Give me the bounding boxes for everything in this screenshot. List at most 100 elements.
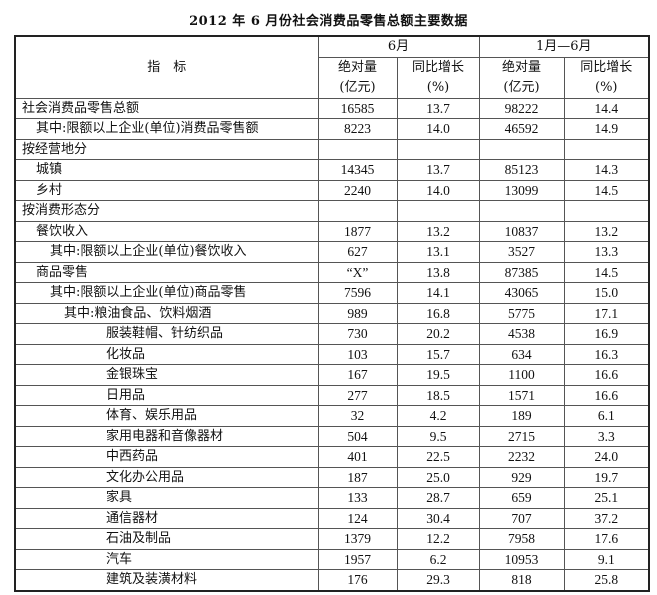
row-label: 按消费形态分 bbox=[14, 200, 319, 222]
ytd-growth: 16.6 bbox=[563, 384, 650, 406]
table-row: 体育、娱乐用品 32 4.2 189 6.1 bbox=[14, 405, 650, 427]
june-growth: 25.0 bbox=[396, 466, 480, 488]
ytd-growth: 17.1 bbox=[563, 302, 650, 324]
table-row: 乡村 2240 14.0 13099 14.5 bbox=[14, 179, 650, 201]
june-absolute: 7596 bbox=[317, 282, 398, 304]
june-absolute bbox=[317, 138, 398, 160]
june-absolute: 730 bbox=[317, 323, 398, 345]
ytd-growth: 14.4 bbox=[563, 97, 650, 119]
ytd-growth: 13.3 bbox=[563, 241, 650, 263]
ytd-absolute: 634 bbox=[478, 343, 565, 365]
june-growth: 28.7 bbox=[396, 487, 480, 509]
table-row: 金银珠宝 167 19.5 1100 16.6 bbox=[14, 364, 650, 386]
header-ytd-abs: 绝对量 (亿元) bbox=[478, 56, 565, 99]
june-growth bbox=[396, 200, 480, 222]
table-row: 石油及制品 1379 12.2 7958 17.6 bbox=[14, 528, 650, 550]
row-label: 商品零售 bbox=[14, 261, 319, 283]
ytd-absolute: 10837 bbox=[478, 220, 565, 242]
june-absolute: 627 bbox=[317, 241, 398, 263]
row-label: 餐饮收入 bbox=[14, 220, 319, 242]
june-absolute: 32 bbox=[317, 405, 398, 427]
table-row: 中西药品 401 22.5 2232 24.0 bbox=[14, 446, 650, 468]
june-absolute bbox=[317, 200, 398, 222]
ytd-absolute: 87385 bbox=[478, 261, 565, 283]
june-absolute: 167 bbox=[317, 364, 398, 386]
table-row: 城镇 14345 13.7 85123 14.3 bbox=[14, 159, 650, 181]
row-label: 其中:限额以上企业(单位)消费品零售额 bbox=[14, 118, 319, 140]
row-label: 日用品 bbox=[14, 384, 319, 406]
table-row: 服装鞋帽、针纺织品 730 20.2 4538 16.9 bbox=[14, 323, 650, 345]
ytd-growth: 3.3 bbox=[563, 425, 650, 447]
header-june-growth: 同比增长 (%) bbox=[396, 56, 480, 99]
june-absolute: 16585 bbox=[317, 97, 398, 119]
row-label: 体育、娱乐用品 bbox=[14, 405, 319, 427]
row-label: 建筑及装潢材料 bbox=[14, 569, 319, 591]
row-label: 金银珠宝 bbox=[14, 364, 319, 386]
table-row: 日用品 277 18.5 1571 16.6 bbox=[14, 384, 650, 406]
row-label: 汽车 bbox=[14, 548, 319, 570]
ytd-absolute: 5775 bbox=[478, 302, 565, 324]
ytd-growth: 14.3 bbox=[563, 159, 650, 181]
june-growth: 19.5 bbox=[396, 364, 480, 386]
growth-unit: (%) bbox=[595, 79, 618, 95]
table-row: 餐饮收入 1877 13.2 10837 13.2 bbox=[14, 220, 650, 242]
ytd-growth: 14.5 bbox=[563, 179, 650, 201]
june-absolute: 1379 bbox=[317, 528, 398, 550]
ytd-growth: 9.1 bbox=[563, 548, 650, 570]
abs-unit: (亿元) bbox=[503, 79, 540, 95]
ytd-growth: 14.9 bbox=[563, 118, 650, 140]
ytd-growth: 25.1 bbox=[563, 487, 650, 509]
row-label: 其中:限额以上企业(单位)商品零售 bbox=[14, 282, 319, 304]
header-june-abs: 绝对量 (亿元) bbox=[317, 56, 398, 99]
ytd-growth bbox=[563, 200, 650, 222]
ytd-absolute: 85123 bbox=[478, 159, 565, 181]
header-ytd-growth: 同比增长 (%) bbox=[563, 56, 650, 99]
june-absolute: 1877 bbox=[317, 220, 398, 242]
ytd-growth: 14.5 bbox=[563, 261, 650, 283]
june-growth: 29.3 bbox=[396, 569, 480, 591]
table-row: 其中:限额以上企业(单位)餐饮收入 627 13.1 3527 13.3 bbox=[14, 241, 650, 263]
ytd-growth: 6.1 bbox=[563, 405, 650, 427]
ytd-growth: 16.3 bbox=[563, 343, 650, 365]
ytd-absolute: 10953 bbox=[478, 548, 565, 570]
ytd-absolute: 1100 bbox=[478, 364, 565, 386]
june-growth: 16.8 bbox=[396, 302, 480, 324]
row-label: 化妆品 bbox=[14, 343, 319, 365]
ytd-absolute: 2715 bbox=[478, 425, 565, 447]
june-absolute: 989 bbox=[317, 302, 398, 324]
ytd-growth: 17.6 bbox=[563, 528, 650, 550]
table-row: 通信器材 124 30.4 707 37.2 bbox=[14, 507, 650, 529]
row-label: 石油及制品 bbox=[14, 528, 319, 550]
row-label: 服装鞋帽、针纺织品 bbox=[14, 323, 319, 345]
retail-sales-table: 指 标 6月 1月—6月 绝对量 (亿元) 同比增长 (%) 绝对量 (亿元) 同比增… bbox=[14, 35, 651, 592]
ytd-growth: 15.0 bbox=[563, 282, 650, 304]
june-absolute: 8223 bbox=[317, 118, 398, 140]
table-row: 汽车 1957 6.2 10953 9.1 bbox=[14, 548, 650, 570]
table-row: 家具 133 28.7 659 25.1 bbox=[14, 487, 650, 509]
table-body: 社会消费品零售总额 16585 13.7 98222 14.4 其中:限额以上企业(单位)… bbox=[14, 97, 650, 591]
june-growth: 4.2 bbox=[396, 405, 480, 427]
ytd-growth: 13.2 bbox=[563, 220, 650, 242]
june-growth: 12.2 bbox=[396, 528, 480, 550]
june-absolute: 124 bbox=[317, 507, 398, 529]
june-absolute: 14345 bbox=[317, 159, 398, 181]
table-row: 社会消费品零售总额 16585 13.7 98222 14.4 bbox=[14, 97, 650, 119]
table-row: 文化办公用品 187 25.0 929 19.7 bbox=[14, 466, 650, 488]
abs-label: 绝对量 bbox=[501, 59, 541, 75]
ytd-growth bbox=[563, 138, 650, 160]
table-row: 化妆品 103 15.7 634 16.3 bbox=[14, 343, 650, 365]
june-growth: 14.1 bbox=[396, 282, 480, 304]
row-label: 按经营地分 bbox=[14, 138, 319, 160]
table-row: 其中:限额以上企业(单位)消费品零售额 8223 14.0 46592 14.9 bbox=[14, 118, 650, 140]
table-row: 按消费形态分 bbox=[14, 200, 650, 222]
ytd-absolute: 929 bbox=[478, 466, 565, 488]
june-absolute: 2240 bbox=[317, 179, 398, 201]
june-growth: 13.2 bbox=[396, 220, 480, 242]
june-growth: 14.0 bbox=[396, 179, 480, 201]
header-june: 6月 bbox=[317, 35, 480, 58]
row-label: 中西药品 bbox=[14, 446, 319, 468]
table-row: 其中:粮油食品、饮料烟酒 989 16.8 5775 17.1 bbox=[14, 302, 650, 324]
june-growth: 13.7 bbox=[396, 97, 480, 119]
june-growth: 30.4 bbox=[396, 507, 480, 529]
june-growth: 13.8 bbox=[396, 261, 480, 283]
